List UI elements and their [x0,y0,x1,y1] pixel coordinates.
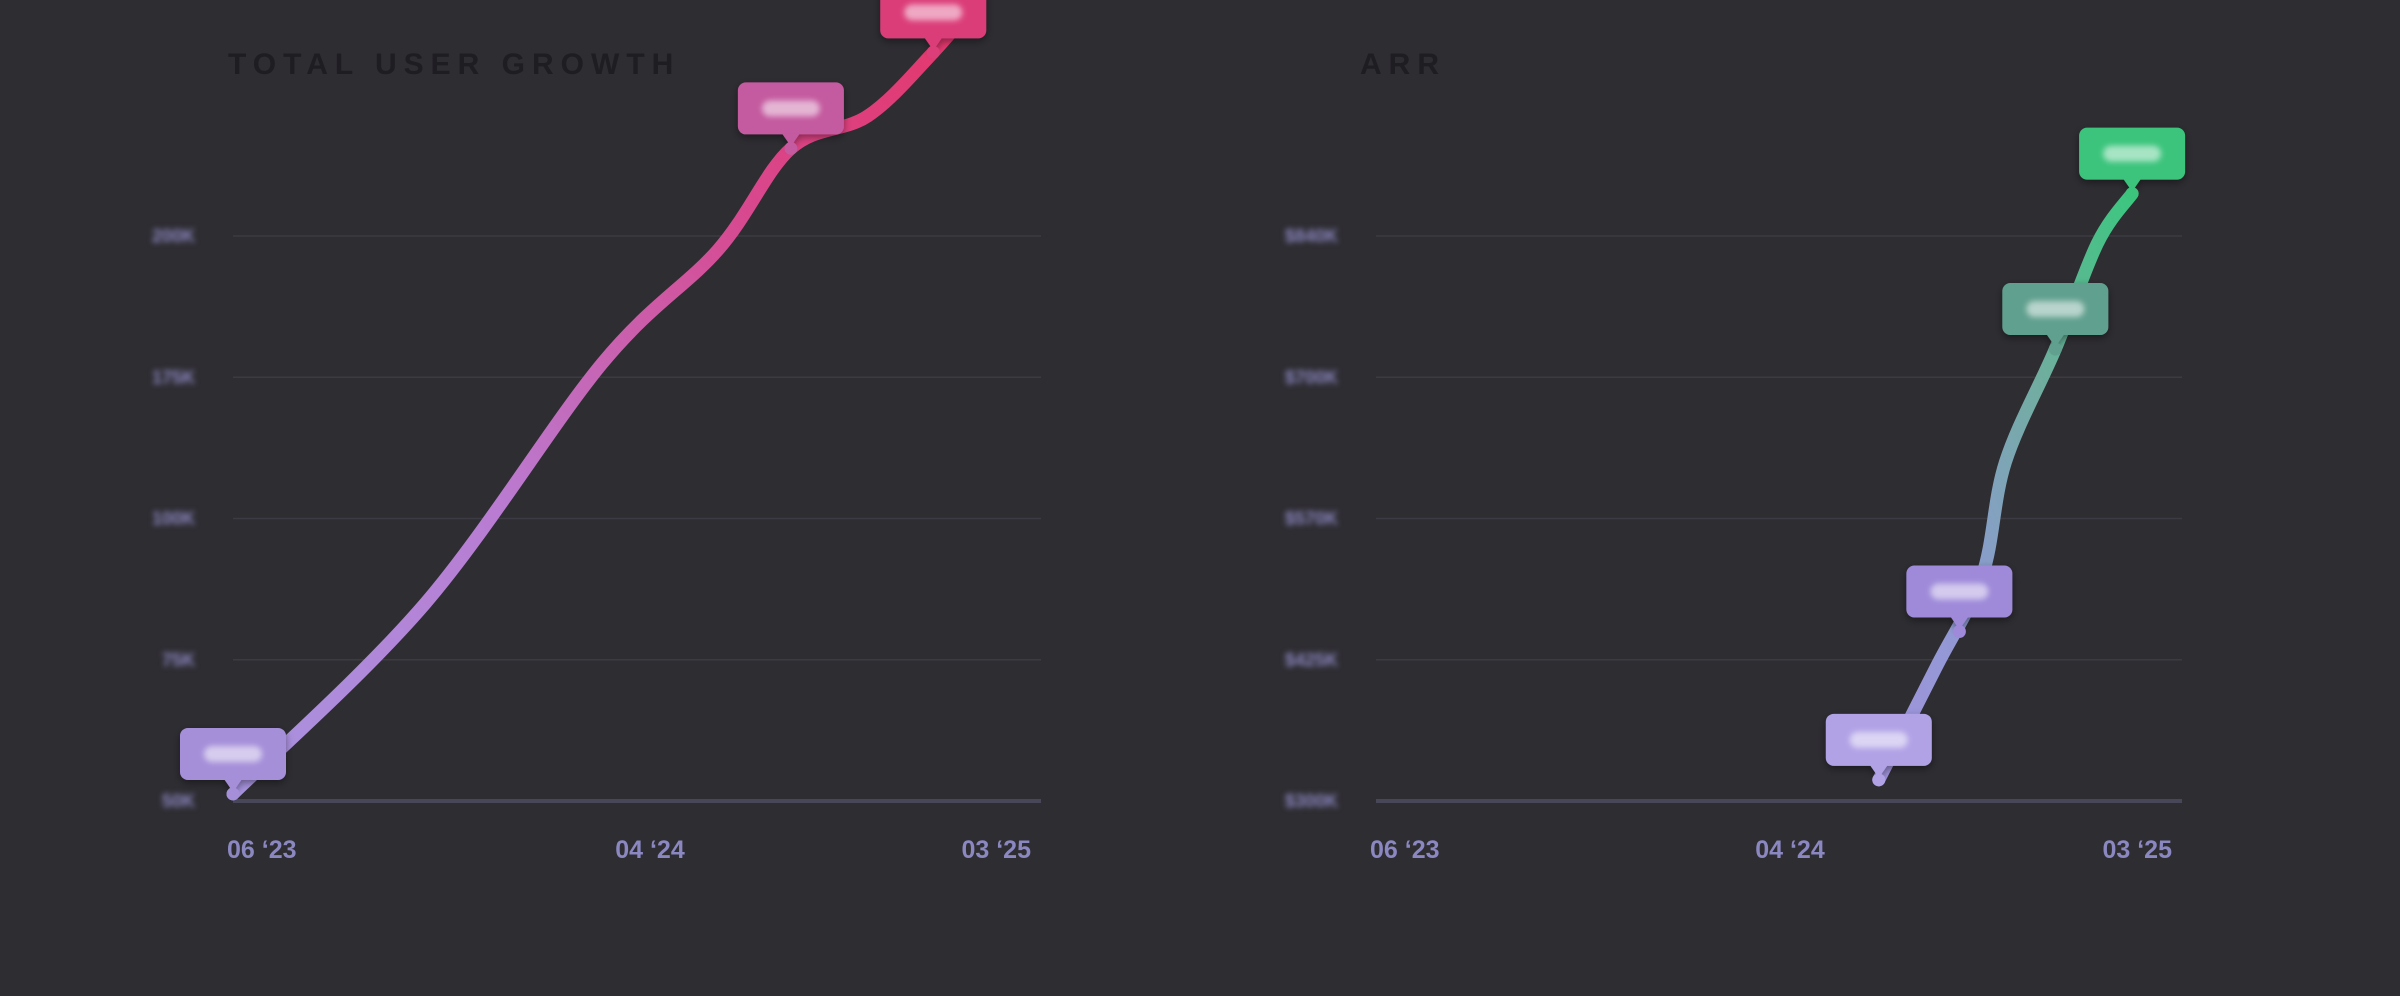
y-tick-label: 175K [152,367,195,387]
value-callout [180,727,286,792]
x-tick-label: 03 ‘25 [961,836,1031,864]
data-point [1872,773,1886,787]
value-callout [880,0,987,51]
y-tick-label: $570K [1285,509,1338,529]
series-line [1872,187,2139,787]
x-tick-label: 04 ‘24 [615,836,685,864]
y-tick-label: $840K [1285,226,1338,246]
data-point [226,787,240,801]
value-callout [1906,565,2013,630]
obscured-value [204,745,262,762]
data-point [926,45,940,59]
obscured-value [904,4,963,21]
data-point [784,141,798,155]
x-tick-label: 03 ‘25 [2102,836,2172,864]
y-tick-label: 75K [162,650,195,670]
chart-title: TOTAL USER GROWTH [228,48,681,81]
callout-pointer [2046,334,2065,347]
value-callout [2079,127,2186,192]
value-callout [737,82,844,147]
callout-pointer [781,133,800,147]
data-point [1952,625,1966,638]
obscured-value [2026,301,2085,317]
y-tick-label: $300K [1285,791,1338,811]
arr-panel: ARR $300K $425K $570K $700K $840K 06 ‘23 04 ‘2… [1130,0,2230,996]
chart-title: ARR [1360,48,1446,81]
callout-pointer [924,37,943,51]
series-line [226,0,987,801]
callout-pointer [2123,178,2142,192]
arr-chart: $300K $425K $570K $700K $840K 06 ‘23 04 ‘24 03 … [1285,127,2186,864]
callout-pointer [1950,616,1969,630]
y-tick-label: $700K [1285,367,1338,387]
obscured-value [1849,731,1908,748]
value-callout [2002,283,2109,347]
data-point [2125,187,2139,201]
callout-pointer [1869,764,1888,778]
data-point [2048,342,2062,356]
callout-pointer [224,778,242,792]
user-growth-panel: TOTAL USER GROWTH 50K 75K 100K 175K 200K 06 ‘… [0,0,1100,996]
obscured-value [1930,583,1989,600]
y-tick-label: 50K [162,791,195,811]
y-tick-label: 200K [152,226,195,246]
y-tick-label: $425K [1285,650,1338,670]
x-tick-label: 06 ‘23 [227,836,297,864]
obscured-value [2103,145,2162,162]
x-tick-label: 04 ‘24 [1755,836,1825,864]
value-callout [1825,713,1932,778]
obscured-value [761,100,820,117]
y-tick-label: 100K [152,509,195,529]
x-tick-label: 06 ‘23 [1370,836,1440,864]
user-growth-chart: 50K 75K 100K 175K 200K 06 ‘23 04 ‘24 03 ‘25 [152,0,1041,864]
